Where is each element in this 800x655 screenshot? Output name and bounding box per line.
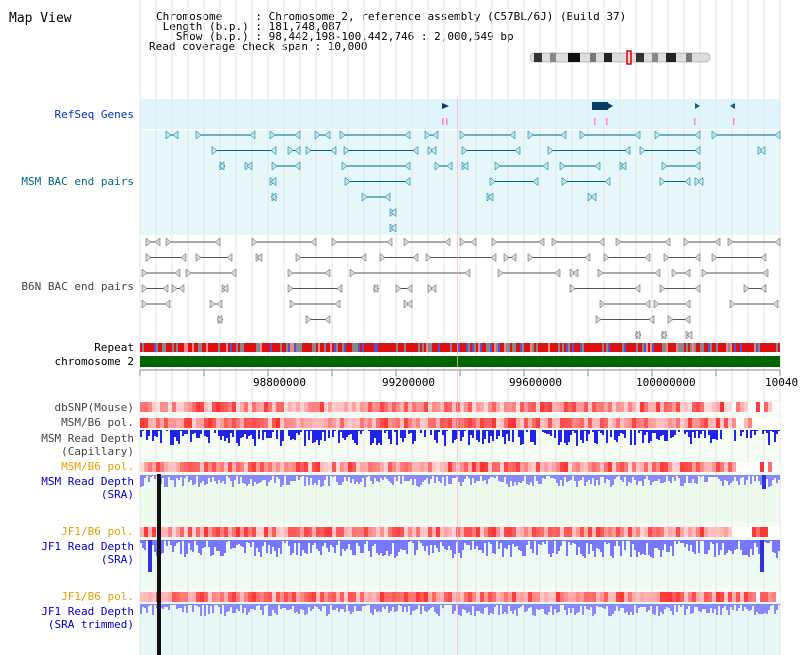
refseq-gene-features[interactable]: [442, 102, 735, 125]
position-axis: [139, 369, 781, 376]
msm-read-depth-sra-sublabel: (SRA): [100, 488, 134, 501]
chromosome-bar[interactable]: [140, 356, 780, 367]
chromosome-label[interactable]: chromosome 2: [54, 355, 134, 368]
jf1-read-depth-sra-sublabel: (SRA): [100, 553, 134, 566]
show-range-info: Show (b.p.) : 98,442,198-100,442,746 : 2…: [156, 30, 514, 43]
jf1-read-depth-trim-sublabel: (SRA trimmed): [47, 618, 134, 631]
axis-tick-label: 10040: [765, 376, 799, 389]
refseq-genes-label[interactable]: RefSeq Genes: [54, 108, 134, 121]
highlight-line: [457, 99, 458, 655]
axis-tick-label: 100000000: [636, 376, 696, 389]
jf1-read-depth-trimmed-bars[interactable]: [140, 604, 780, 616]
map-view-title: Map View: [9, 11, 72, 26]
axis-tick-label: 99200000: [382, 376, 435, 389]
b6n-bac-end-pairs[interactable]: [141, 237, 781, 340]
dbsnp-heat-strip[interactable]: [140, 402, 780, 412]
jf1-b6-pol-strip-1[interactable]: [140, 527, 780, 537]
msm-bac-end-pairs[interactable]: [165, 130, 781, 233]
length-info: Length (b.p.) : 181,748,087: [156, 20, 342, 33]
jf1-read-depth-trim-label[interactable]: JF1 Read Depth: [41, 605, 134, 618]
b6n-bac-label[interactable]: B6N BAC end pairs: [21, 280, 134, 293]
chromosome-ideogram[interactable]: [529, 50, 711, 65]
msm-read-depth-capillary-bars[interactable]: [140, 430, 780, 446]
gap-marker: [157, 474, 161, 655]
msm-bac-label[interactable]: MSM BAC end pairs: [21, 175, 134, 188]
axis-tick-label: 98800000: [253, 376, 306, 389]
msm-b6-pol-label-2[interactable]: MSM/B6 pol.: [61, 460, 134, 473]
msm-read-depth-capillary-label[interactable]: MSM Read Depth: [41, 432, 134, 445]
jf1-b6-pol-strip-2[interactable]: [140, 592, 780, 602]
msm-b6-pol-strip-2[interactable]: [140, 462, 780, 472]
repeat-label[interactable]: Repeat: [94, 341, 134, 354]
jf1-b6-pol-label-2[interactable]: JF1/B6 pol.: [61, 590, 134, 603]
repeat-track[interactable]: [140, 343, 780, 352]
msm-b6-pol-strip-1[interactable]: [140, 418, 780, 428]
dbsnp-label[interactable]: dbSNP(Mouse): [54, 401, 134, 414]
msm-read-depth-capillary-sublabel: (Capillary): [61, 445, 134, 458]
jf1-read-depth-sra-label[interactable]: JF1 Read Depth: [41, 540, 134, 553]
axis-tick-label: 99600000: [509, 376, 562, 389]
jf1-b6-pol-label-1[interactable]: JF1/B6 pol.: [61, 525, 134, 538]
msm-b6-pol-label-1[interactable]: MSM/B6 pol.: [61, 416, 134, 429]
msm-read-depth-sra-label[interactable]: MSM Read Depth: [41, 475, 134, 488]
jf1-read-depth-sra-bars[interactable]: [140, 475, 780, 572]
